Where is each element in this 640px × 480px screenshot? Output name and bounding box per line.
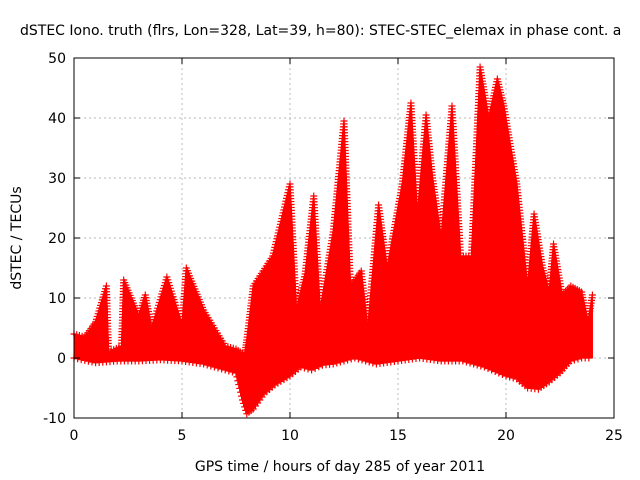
data-point bbox=[498, 371, 506, 378]
data-point bbox=[369, 359, 377, 367]
data-point bbox=[567, 357, 575, 365]
data-point bbox=[238, 392, 246, 400]
data-point bbox=[358, 356, 366, 364]
y-tick-label: 50 bbox=[48, 51, 66, 67]
data-point bbox=[221, 366, 229, 374]
data-point bbox=[344, 356, 352, 364]
x-axis-label: GPS time / hours of day 285 of year 2011 bbox=[195, 459, 485, 475]
y-tick-label: 30 bbox=[48, 171, 66, 187]
data-point bbox=[347, 355, 355, 363]
data-point bbox=[491, 368, 499, 375]
data-point bbox=[235, 381, 243, 389]
data-point bbox=[300, 364, 308, 372]
data-point bbox=[484, 365, 492, 372]
data-point bbox=[329, 360, 337, 368]
data-point bbox=[509, 374, 517, 382]
data-point bbox=[236, 384, 244, 392]
chart-title: dSTEC Iono. truth (flrs, Lon=328, Lat=39… bbox=[20, 23, 621, 39]
data-point bbox=[506, 373, 514, 381]
data-point bbox=[218, 365, 226, 373]
x-tick-label: 25 bbox=[605, 428, 623, 444]
data-point bbox=[308, 366, 316, 374]
data-point bbox=[297, 363, 305, 371]
x-tick-label: 10 bbox=[281, 428, 299, 444]
data-point bbox=[574, 355, 582, 363]
y-tick-label: -10 bbox=[43, 411, 66, 427]
data-point bbox=[488, 366, 496, 374]
y-axis-label: dSTEC / TECUs bbox=[9, 186, 25, 289]
data-point bbox=[207, 362, 215, 370]
data-point bbox=[462, 358, 470, 366]
data-point bbox=[84, 357, 92, 365]
data-point bbox=[570, 356, 578, 364]
data-point bbox=[473, 361, 481, 369]
data-point bbox=[304, 365, 312, 373]
x-tick-label: 20 bbox=[497, 428, 515, 444]
x-tick-label: 0 bbox=[70, 428, 79, 444]
data-point bbox=[81, 356, 89, 364]
data-point bbox=[241, 403, 249, 411]
data-series bbox=[70, 63, 596, 418]
data-point bbox=[200, 360, 208, 368]
y-tick-label: 20 bbox=[48, 231, 66, 247]
data-point bbox=[354, 355, 362, 363]
data-point bbox=[225, 367, 233, 375]
data-point bbox=[340, 357, 348, 365]
y-tick-label: 10 bbox=[48, 291, 66, 307]
data-point bbox=[74, 355, 82, 363]
data-point bbox=[502, 372, 510, 380]
data-point bbox=[588, 291, 596, 299]
data-point bbox=[336, 358, 344, 366]
data-point bbox=[477, 362, 485, 370]
data-point bbox=[77, 356, 85, 364]
data-point bbox=[203, 361, 211, 369]
data-point bbox=[238, 396, 246, 404]
data-point bbox=[214, 364, 222, 372]
data-point bbox=[88, 358, 96, 366]
data-point bbox=[466, 359, 474, 367]
data-point bbox=[365, 358, 373, 366]
data-point bbox=[228, 368, 236, 376]
data-point bbox=[233, 373, 241, 381]
data-point bbox=[495, 369, 503, 377]
data-point bbox=[311, 364, 319, 372]
y-tick-label: 40 bbox=[48, 111, 66, 127]
x-tick-label: 15 bbox=[389, 428, 407, 444]
data-point bbox=[362, 357, 370, 365]
x-tick-label: 5 bbox=[178, 428, 187, 444]
data-point bbox=[333, 359, 341, 367]
data-point bbox=[240, 399, 248, 407]
data-point bbox=[234, 377, 242, 385]
data-point bbox=[459, 357, 467, 365]
data-point bbox=[232, 369, 240, 377]
data-point bbox=[470, 360, 478, 368]
data-point bbox=[585, 354, 593, 362]
data-point bbox=[351, 354, 359, 362]
data-point bbox=[480, 363, 488, 371]
data-point bbox=[315, 363, 323, 371]
y-tick-label: 0 bbox=[57, 351, 66, 367]
data-point bbox=[210, 363, 218, 371]
data-point bbox=[237, 388, 245, 396]
